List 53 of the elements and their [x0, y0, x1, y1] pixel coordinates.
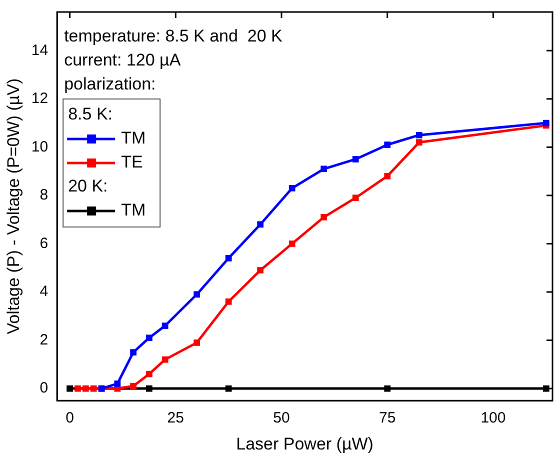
point — [384, 172, 391, 180]
y-axis-title: Voltage (P) - Voltage (P=0W) (µV) — [4, 78, 23, 334]
annotation: temperature: 8.5 K and 20 K — [64, 26, 284, 46]
y-tick-label: 14 — [31, 42, 48, 59]
point — [257, 221, 264, 228]
point — [146, 370, 152, 378]
annotation: polarization: — [64, 74, 156, 94]
y-tick-label: 2 — [40, 331, 48, 348]
y-tick-label: 4 — [40, 283, 48, 300]
x-axis-title: Laser Power (µW) — [236, 434, 374, 454]
point — [130, 349, 136, 356]
point — [320, 166, 328, 172]
y-tick-label: 12 — [31, 90, 48, 108]
point — [194, 339, 200, 346]
annotation: 8.5 K: — [68, 104, 113, 124]
y-tick-label: 8 — [40, 186, 48, 204]
point — [225, 255, 232, 262]
x-tick-label: 25 — [167, 410, 184, 427]
point — [384, 142, 391, 148]
point — [146, 385, 152, 392]
annotation: current: 120 µA — [64, 50, 182, 70]
point — [225, 385, 232, 392]
point — [320, 214, 328, 220]
point — [66, 385, 73, 392]
y-tick-label: 0 — [40, 380, 48, 397]
point — [352, 194, 359, 202]
point — [416, 132, 422, 138]
point — [146, 334, 152, 342]
x-tick-label: 0 — [66, 410, 74, 427]
point — [130, 382, 136, 390]
point — [114, 380, 121, 387]
x-tick-label: 50 — [273, 410, 290, 427]
point — [352, 156, 359, 162]
x-tick-label: 100 — [480, 410, 506, 427]
legend-label: TM — [121, 128, 146, 148]
annotation: 20 K: — [68, 176, 108, 196]
point — [194, 291, 200, 298]
point — [416, 139, 422, 146]
point — [82, 385, 89, 392]
point — [257, 267, 264, 274]
y-tick-label: 6 — [40, 234, 48, 252]
legend-label: TM — [121, 200, 146, 220]
point — [384, 385, 391, 392]
point — [74, 385, 81, 392]
point — [225, 298, 232, 305]
point — [288, 240, 296, 247]
y-tick-label: 10 — [31, 138, 48, 156]
point — [288, 185, 296, 192]
point — [542, 120, 550, 126]
x-tick-label: 75 — [379, 410, 396, 427]
point — [90, 385, 97, 392]
point — [162, 322, 168, 329]
legend-label: TE — [121, 152, 143, 172]
